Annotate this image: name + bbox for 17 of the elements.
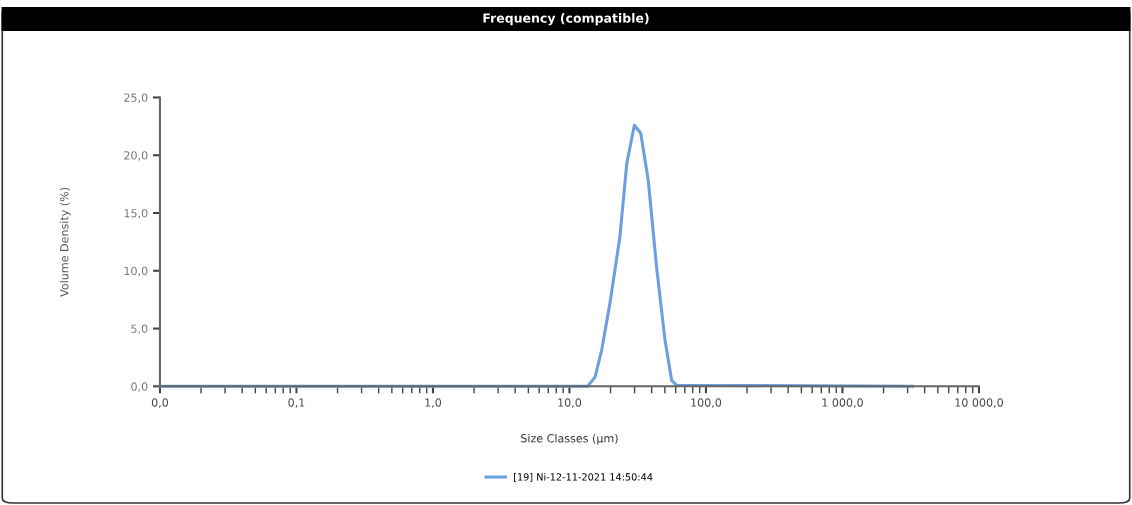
x-tick-label: 0,0 [151, 398, 169, 408]
legend-label: [19] Ni-12-11-2021 14:50:44 [514, 473, 653, 482]
x-tick-label: 10,0 [558, 398, 582, 408]
x-tick-label: 100,0 [691, 398, 722, 408]
x-tick-label: 10 000,0 [955, 398, 1003, 408]
chart-title: Frequency (compatible) [483, 13, 649, 26]
y-tick-label: 25,0 [124, 93, 148, 103]
x-axis-title: Size Classes (µm) [521, 433, 618, 445]
y-tick-label: 0,0 [131, 382, 148, 392]
y-axis-title: Volume Density (%) [59, 187, 71, 297]
x-tick-label: 1,0 [425, 398, 442, 408]
y-tick-label: 20,0 [124, 151, 148, 161]
x-tick-label: 1 000,0 [822, 398, 863, 408]
y-tick-label: 15,0 [124, 208, 148, 219]
y-tick-label: 10,0 [124, 266, 148, 277]
y-tick-label: 5,0 [131, 324, 148, 335]
x-tick-label: 0,1 [288, 398, 305, 408]
